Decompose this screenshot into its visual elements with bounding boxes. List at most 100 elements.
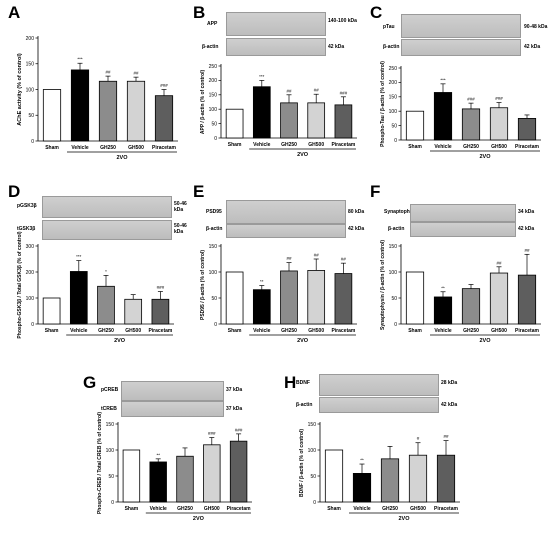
- blot-d-top-image: [42, 196, 172, 218]
- f-y-axis-label: Synaptophysin / β-actin (% of control): [380, 240, 386, 330]
- c-bar: [489, 107, 509, 141]
- g-bar: [229, 440, 248, 503]
- d-bar: [124, 298, 143, 325]
- h-y-tick-label: 50: [310, 474, 316, 480]
- blot-h-bottom-image: [319, 397, 439, 413]
- g-category-label: Vehicle: [150, 506, 167, 512]
- h-bar: [380, 458, 400, 503]
- blot-b-bottom-image: [226, 38, 326, 56]
- h-bar: [352, 473, 372, 503]
- a-category-label: Vehicle: [71, 145, 88, 151]
- blot-c-bottom-image: [401, 39, 521, 56]
- f-bar: [489, 272, 509, 325]
- b-category-label: Sham: [228, 142, 242, 148]
- c-y-tick-label: 0: [394, 138, 397, 144]
- e-bar: [280, 270, 298, 325]
- panel-letter-e: E: [193, 182, 205, 201]
- blot-g-bottom-size: 37 kDa: [226, 406, 243, 412]
- blot-c-bottom-size: 42 kDa: [524, 44, 541, 50]
- a-significance-label: ##: [133, 71, 139, 76]
- b-y-axis-label: APP / β-actin (% of control): [200, 69, 206, 134]
- a-bar: [154, 95, 174, 142]
- blot-f-bottom-image: [410, 222, 516, 237]
- e-y-axis-label: PSD95 / β-actin (% of control): [200, 250, 206, 320]
- panel-letter-g: G: [83, 373, 97, 392]
- b-category-label: GH250: [281, 142, 297, 148]
- b-y-tick-label: 50: [211, 121, 217, 127]
- g-category-label: Sham: [125, 506, 139, 512]
- g-group-label: 2VO: [193, 516, 205, 522]
- b-significance-label: ***: [259, 74, 265, 79]
- b-group-label: 2VO: [297, 152, 309, 158]
- c-y-tick-label: 150: [389, 95, 398, 101]
- c-significance-label: ###: [467, 97, 475, 102]
- f-bar: [405, 271, 425, 325]
- a-significance-label: ***: [77, 57, 83, 62]
- d-y-axis-label: Phospho-GSK3β / Total GSK3β (% of contro…: [17, 231, 23, 338]
- panel-letter-d: D: [8, 182, 21, 201]
- e-group-label: 2VO: [297, 338, 309, 344]
- blot-h-bottom-name: β-actin: [296, 402, 313, 408]
- blot-h-top-size: 28 kDa: [441, 380, 458, 386]
- e-y-tick-label: 100: [209, 270, 218, 276]
- blot-f-bottom-name: β-actin: [388, 226, 405, 232]
- h-y-tick-label: 150: [308, 422, 317, 428]
- e-category-label: GH500: [308, 328, 324, 334]
- a-y-axis-label: AChE activity (% of control): [17, 53, 23, 126]
- a-bar: [70, 69, 90, 142]
- h-significance-label: #: [417, 436, 420, 441]
- blot-e-top-size: 80 kDa: [348, 209, 365, 215]
- d-category-label: Piracetam: [148, 328, 172, 334]
- a-significance-label: ###: [160, 83, 168, 88]
- c-bar: [517, 118, 537, 141]
- b-bar: [225, 108, 244, 139]
- blot-g-top-image: [121, 381, 224, 401]
- blot-d-top-name: pGSK3β: [17, 203, 37, 209]
- panel-letter-f: F: [370, 182, 381, 201]
- h-y-tick-label: 0: [313, 500, 316, 506]
- a-y-tick-label: 0: [31, 139, 34, 145]
- h-significance-label: ##: [443, 434, 449, 439]
- h-bar: [324, 449, 344, 503]
- c-y-tick-label: 50: [391, 123, 397, 129]
- b-bar: [334, 104, 353, 139]
- c-y-tick-label: 100: [389, 109, 398, 115]
- blot-f-top-size: 34 kDa: [518, 209, 535, 215]
- a-bar: [98, 80, 118, 142]
- e-category-label: Piracetam: [331, 328, 355, 334]
- blot-e-top-image: [226, 200, 346, 224]
- c-group-label: 2VO: [479, 154, 491, 160]
- c-y-tick-label: 200: [389, 80, 398, 86]
- f-significance-label: ##: [524, 248, 530, 253]
- blot-c-bottom-name: β-actin: [383, 44, 400, 50]
- a-significance-label: ##: [105, 70, 111, 75]
- e-bar: [225, 271, 244, 325]
- a-y-tick-label: 100: [26, 87, 35, 93]
- e-significance-label: **: [260, 279, 264, 284]
- f-category-label: Piracetam: [515, 328, 539, 334]
- f-y-tick-label: 100: [389, 270, 398, 276]
- a-category-label: Piracetam: [152, 145, 176, 151]
- h-bar: [408, 454, 428, 503]
- g-y-axis-label: Phospho-CREB / Total CREB (% of control): [97, 412, 103, 514]
- d-category-label: GH250: [98, 328, 114, 334]
- f-group-label: 2VO: [479, 338, 491, 344]
- blot-h-top-name: BDNF: [296, 380, 310, 386]
- b-bar: [280, 102, 298, 139]
- c-category-label: GH250: [463, 144, 479, 150]
- panel-letter-b: B: [193, 3, 206, 22]
- blot-g-top-size: 37 kDa: [226, 387, 243, 393]
- a-category-label: GH250: [100, 145, 116, 151]
- blot-b-bottom-size: 42 kDa: [328, 44, 345, 50]
- c-category-label: Piracetam: [515, 144, 539, 150]
- d-bar: [151, 298, 170, 325]
- blot-e-bottom-size: 42 kDa: [348, 226, 365, 232]
- chart-a: 0 50 100 150 200 AChE activity (% of control)…: [17, 36, 178, 161]
- g-y-tick-label: 100: [106, 448, 115, 454]
- a-bar: [126, 80, 146, 142]
- d-y-tick-label: 100: [26, 296, 35, 302]
